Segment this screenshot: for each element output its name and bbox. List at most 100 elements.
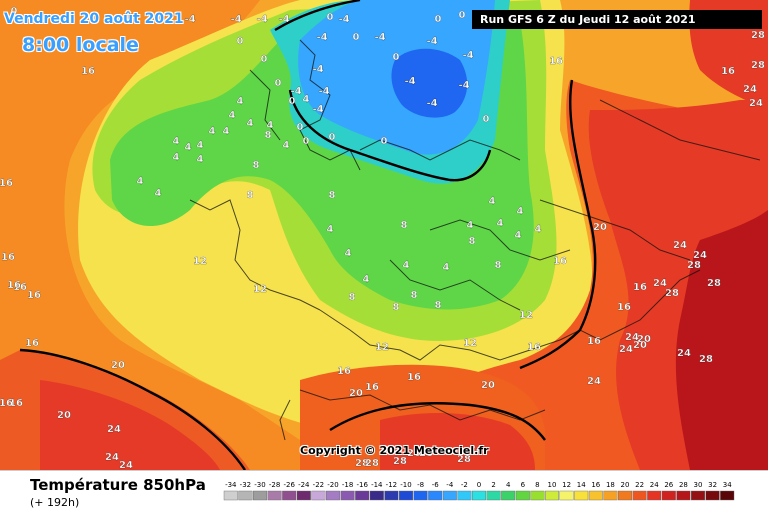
isotherm-value-label: 4 xyxy=(345,248,352,259)
isotherm-20-south xyxy=(329,402,546,441)
scale-label: -22 xyxy=(313,481,324,489)
isotherm-value-label: 8 xyxy=(469,236,476,247)
isotherm-value-label: -4 xyxy=(316,32,327,43)
scale-swatch--2 xyxy=(457,490,472,501)
isotherm-value-label: 16 xyxy=(617,302,631,313)
scale-swatch--20 xyxy=(325,490,340,501)
isotherm-value-label: 0 xyxy=(483,114,490,125)
scale-label: 10 xyxy=(548,481,557,489)
isotherm-value-label: 20 xyxy=(637,334,651,345)
temperature-map: -4 -4 -4 -4 -4 -4 -4 -4 -4 -4 -4 -4 -4 -4 -4 -4 0 0 0 0 0 0 0 0… xyxy=(0,0,768,470)
isotherm-value-label: 4 xyxy=(173,152,180,163)
isotherm-value-label: 4 xyxy=(535,224,542,235)
isotherms xyxy=(19,0,597,470)
scale-swatch--30 xyxy=(253,490,268,501)
isotherm-value-label: 4 xyxy=(283,140,290,151)
scale-label: 2 xyxy=(491,481,495,489)
legend-title: Température 850hPa xyxy=(30,476,206,494)
scale-label: -4 xyxy=(446,481,454,489)
isotherm-value-label: 16 xyxy=(721,66,735,77)
isotherm-value-label: -4 xyxy=(312,104,323,115)
isotherm-value-label: 28 xyxy=(393,456,407,467)
scale-label: -18 xyxy=(342,481,353,489)
isotherm-value-label: 0 xyxy=(303,136,310,147)
scale-label: 8 xyxy=(535,481,539,489)
isotherm-value-label: 0 xyxy=(237,36,244,47)
isotherm-value-label: 16 xyxy=(553,256,567,267)
scale-label: 30 xyxy=(694,481,703,489)
isotherm-value-label: 4 xyxy=(137,176,144,187)
scale-swatch-20 xyxy=(618,490,633,501)
isotherm-value-label: 8 xyxy=(265,130,272,141)
isotherm-value-label: 4 xyxy=(403,260,410,271)
scale-swatch--22 xyxy=(311,490,326,501)
isotherm-value-label: 20 xyxy=(593,222,607,233)
isotherm-value-label: 4 xyxy=(443,262,450,273)
scale-swatch-34 xyxy=(720,490,735,501)
isotherm-value-label: 16 xyxy=(407,372,421,383)
forecast-time: 8:00 locale xyxy=(22,34,139,56)
isotherm-value-label: 24 xyxy=(693,250,707,261)
scale-label: 32 xyxy=(708,481,717,489)
isotherm-value-label: 24 xyxy=(587,376,601,387)
scale-swatch-2 xyxy=(486,490,501,501)
scale-swatch--18 xyxy=(340,490,355,501)
isotherm-value-label: 24 xyxy=(107,424,121,435)
scale-label: 16 xyxy=(591,481,600,489)
isotherm-value-label: 16 xyxy=(7,280,21,291)
scale-swatch--4 xyxy=(442,490,457,501)
isotherm-value-label: 8 xyxy=(329,190,336,201)
scale-label: -8 xyxy=(417,481,424,489)
isotherm-value-label: 20 xyxy=(633,340,647,351)
isotherm-value-label: 28 xyxy=(687,260,701,271)
isotherm-value-label: 4 xyxy=(467,220,474,231)
scale-swatch-16 xyxy=(588,490,603,501)
isotherm-value-label: 16 xyxy=(527,342,541,353)
isotherm-value-label: 24 xyxy=(673,240,687,251)
isotherm-value-label: -4 xyxy=(230,14,241,25)
isotherm-value-label: 24 xyxy=(119,460,133,470)
isotherm-value-label: 4 xyxy=(267,120,274,131)
isotherm-value-label: 16 xyxy=(13,282,27,293)
isotherm-value-label: 0 xyxy=(275,78,282,89)
isotherm-value-label: 16 xyxy=(9,398,23,409)
isotherm-value-label: 12 xyxy=(253,284,267,295)
isotherm-value-label: 8 xyxy=(393,302,400,313)
isotherm-value-label: 16 xyxy=(633,282,647,293)
isotherm-value-label: 20 xyxy=(349,388,363,399)
isotherm-value-label: 20 xyxy=(57,410,71,421)
isotherm-value-label: 28 xyxy=(707,278,721,289)
scale-label: -34 xyxy=(225,481,237,489)
isotherm-value-label: 0 xyxy=(297,122,304,133)
isotherm-value-label: 4 xyxy=(515,230,522,241)
scale-swatch-24 xyxy=(647,490,662,501)
scale-label: 6 xyxy=(521,481,526,489)
temperature-fields xyxy=(0,0,768,470)
scale-label: -14 xyxy=(371,481,383,489)
isotherm-value-label: 28 xyxy=(665,288,679,299)
isotherm-20-east xyxy=(519,79,597,370)
scale-label: 26 xyxy=(664,481,673,489)
isotherm-value-label: 4 xyxy=(237,96,244,107)
copyright-notice: Copyright © 2021 Meteociel.fr xyxy=(300,444,489,457)
scale-swatch--28 xyxy=(267,490,282,501)
isotherm-value-label: 4 xyxy=(517,206,524,217)
scale-label: 4 xyxy=(506,481,511,489)
scale-label: -26 xyxy=(283,481,295,489)
isotherm-value-label: 0 xyxy=(11,6,18,17)
scale-label: -28 xyxy=(269,481,280,489)
isotherm-value-label: -4 xyxy=(184,14,195,25)
isotherm-value-label: 4 xyxy=(185,142,192,153)
isotherm-value-label: 4 xyxy=(155,188,162,199)
isotherm-value-label: 16 xyxy=(1,252,15,263)
isotherm-value-label: 8 xyxy=(349,292,356,303)
isotherm-value-label: 28 xyxy=(751,60,765,71)
isotherm-value-label: 4 xyxy=(197,140,204,151)
isotherm-value-label: 12 xyxy=(193,256,207,267)
scale-label: -6 xyxy=(432,481,440,489)
isotherm-value-label: -4 xyxy=(256,14,267,25)
isotherm-value-label: 16 xyxy=(0,178,13,189)
legend-bar: Température 850hPa (+ 192h) -34 -32 -30 -28… xyxy=(0,470,768,513)
scale-swatch-32 xyxy=(705,490,720,501)
isotherm-value-label: -4 xyxy=(404,76,415,87)
